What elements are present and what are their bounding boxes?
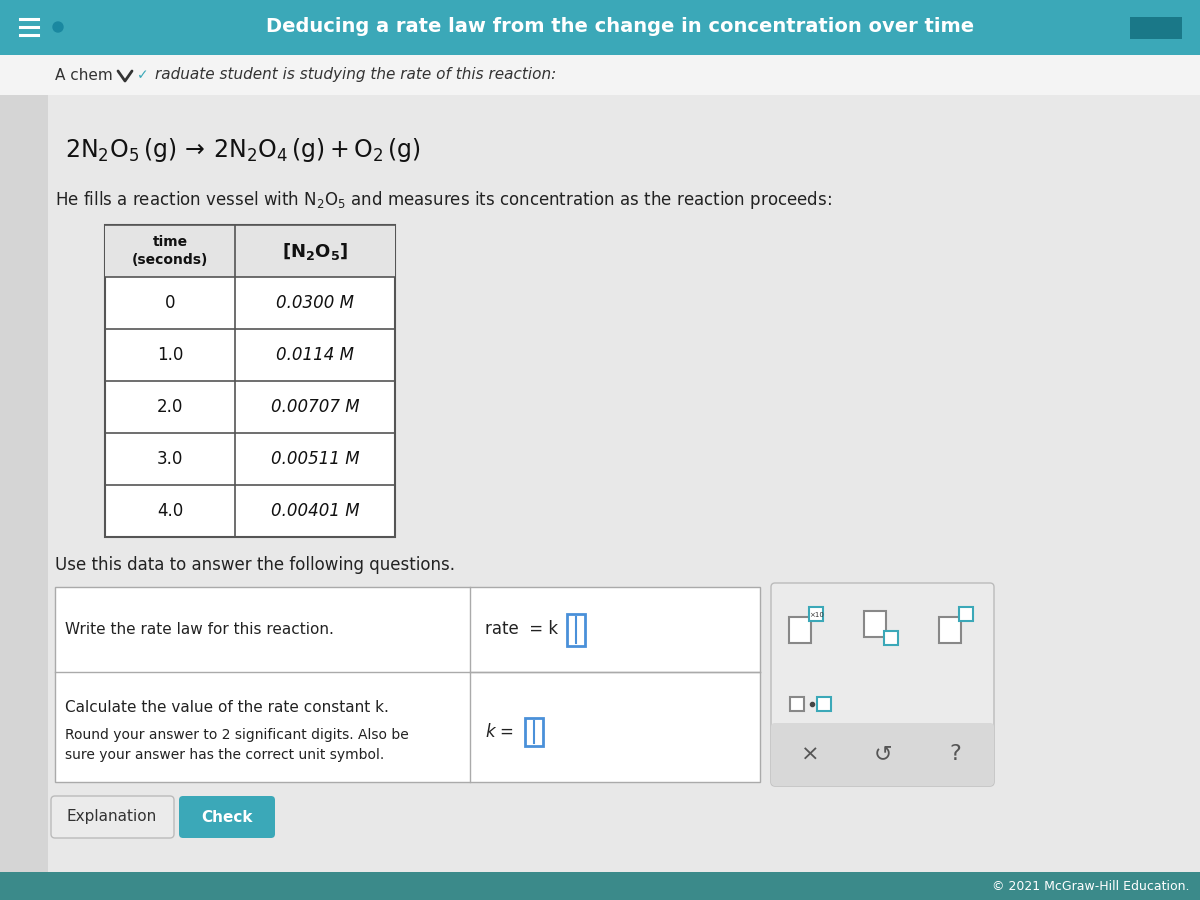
Text: raduate student is studying the rate of this reaction:: raduate student is studying the rate of … xyxy=(155,68,557,83)
Text: $\mathregular{2N_2O_5\,(g)\,\rightarrow\,2N_2O_4\,(g)+O_2\,(g)}$: $\mathregular{2N_2O_5\,(g)\,\rightarrow\… xyxy=(65,136,421,164)
Text: He fills a reaction vessel with $\mathregular{N_2O_5}$ and measures its concentr: He fills a reaction vessel with $\mathre… xyxy=(55,189,832,211)
Bar xyxy=(106,225,395,537)
Text: © 2021 McGraw-Hill Education.: © 2021 McGraw-Hill Education. xyxy=(992,879,1190,893)
Bar xyxy=(106,225,395,277)
Bar xyxy=(809,607,823,621)
Text: 0.00401 M: 0.00401 M xyxy=(271,502,359,520)
Text: A chem: A chem xyxy=(55,68,113,83)
FancyBboxPatch shape xyxy=(772,723,994,786)
Bar xyxy=(884,631,898,645)
Text: ?: ? xyxy=(949,744,961,764)
FancyBboxPatch shape xyxy=(772,583,994,786)
Bar xyxy=(790,617,811,643)
Bar xyxy=(0,55,48,872)
Bar xyxy=(0,55,1200,95)
Text: 2.0: 2.0 xyxy=(157,398,184,416)
FancyBboxPatch shape xyxy=(50,796,174,838)
Bar xyxy=(568,614,586,645)
Bar xyxy=(790,697,804,711)
Bar xyxy=(959,607,973,621)
Circle shape xyxy=(53,22,64,32)
Text: Deducing a rate law from the change in concentration over time: Deducing a rate law from the change in c… xyxy=(266,17,974,37)
Text: ×10: ×10 xyxy=(809,612,823,618)
Bar xyxy=(864,611,886,637)
Text: ✓: ✓ xyxy=(137,68,149,82)
Text: 0.00511 M: 0.00511 M xyxy=(271,450,359,468)
Text: Use this data to answer the following questions.: Use this data to answer the following qu… xyxy=(55,556,455,574)
Bar xyxy=(0,0,1200,55)
Text: 0.00707 M: 0.00707 M xyxy=(271,398,359,416)
Text: 0: 0 xyxy=(164,294,175,312)
Bar xyxy=(817,697,830,711)
Text: 1.0: 1.0 xyxy=(157,346,184,364)
Text: rate  = k: rate = k xyxy=(485,620,563,638)
Text: $\mathbf{[N_2O_5]}$: $\mathbf{[N_2O_5]}$ xyxy=(282,240,348,262)
Text: Write the rate law for this reaction.: Write the rate law for this reaction. xyxy=(65,622,334,637)
Text: ×: × xyxy=(800,744,820,764)
Text: Check: Check xyxy=(202,809,253,824)
Text: Explanation: Explanation xyxy=(67,809,157,824)
Text: ↺: ↺ xyxy=(874,744,893,764)
Bar xyxy=(1130,17,1182,39)
Bar xyxy=(775,727,990,782)
Text: 0.0114 M: 0.0114 M xyxy=(276,346,354,364)
Text: time
(seconds): time (seconds) xyxy=(132,235,208,267)
Text: 0.0300 M: 0.0300 M xyxy=(276,294,354,312)
Text: $k$ =: $k$ = xyxy=(485,723,516,741)
Text: Round your answer to 2 significant digits. Also be
sure your answer has the corr: Round your answer to 2 significant digit… xyxy=(65,728,409,761)
Text: 4.0: 4.0 xyxy=(157,502,184,520)
Bar xyxy=(940,617,961,643)
Text: Calculate the value of the rate constant k.: Calculate the value of the rate constant… xyxy=(65,700,389,715)
Text: 3.0: 3.0 xyxy=(157,450,184,468)
FancyBboxPatch shape xyxy=(179,796,275,838)
Bar xyxy=(55,587,760,782)
Bar xyxy=(0,872,1200,900)
Bar xyxy=(526,718,542,746)
